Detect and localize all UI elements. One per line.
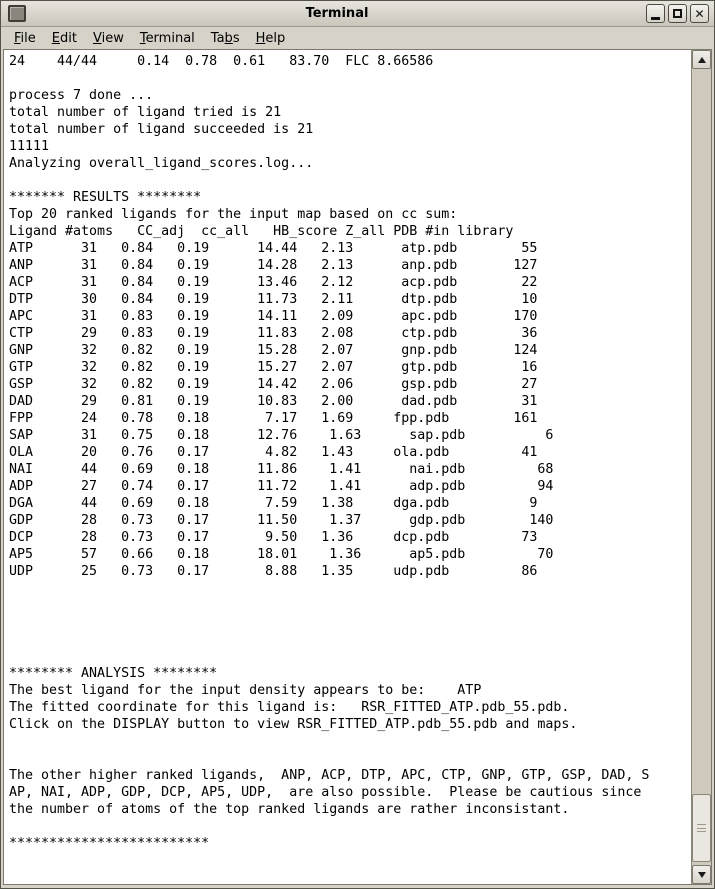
menu-view[interactable]: View	[92, 30, 124, 46]
menu-help[interactable]: Help	[255, 30, 286, 46]
maximize-icon	[673, 9, 682, 18]
minimize-icon	[651, 16, 660, 20]
close-icon: ✕	[694, 6, 705, 21]
scroll-up-button[interactable]	[692, 50, 711, 69]
menu-file[interactable]: File	[14, 30, 36, 46]
scrollbar-grip-icon	[697, 824, 706, 832]
scroll-down-button[interactable]	[692, 865, 711, 884]
titlebar[interactable]: Terminal ✕	[1, 1, 714, 27]
menubar: File Edit View Terminal Tabs Help	[1, 27, 714, 49]
minimize-button[interactable]	[646, 4, 665, 23]
menu-edit[interactable]: Edit	[51, 30, 77, 46]
vertical-scrollbar[interactable]	[691, 50, 711, 884]
window-title: Terminal	[305, 6, 369, 21]
terminal-content-frame: 24 44/44 0.14 0.78 0.61 83.70 FLC 8.6658…	[3, 49, 712, 885]
menu-terminal[interactable]: Terminal	[139, 30, 195, 46]
up-arrow-icon	[697, 56, 706, 63]
terminal-output[interactable]: 24 44/44 0.14 0.78 0.61 83.70 FLC 8.6658…	[4, 50, 691, 884]
terminal-app-icon	[8, 5, 26, 22]
window-controls: ✕	[646, 4, 709, 23]
down-arrow-icon	[697, 871, 706, 878]
scrollbar-trough[interactable]	[692, 69, 711, 865]
menu-tabs[interactable]: Tabs	[210, 30, 240, 46]
close-button[interactable]: ✕	[690, 4, 709, 23]
maximize-button[interactable]	[668, 4, 687, 23]
scrollbar-thumb[interactable]	[692, 794, 711, 862]
